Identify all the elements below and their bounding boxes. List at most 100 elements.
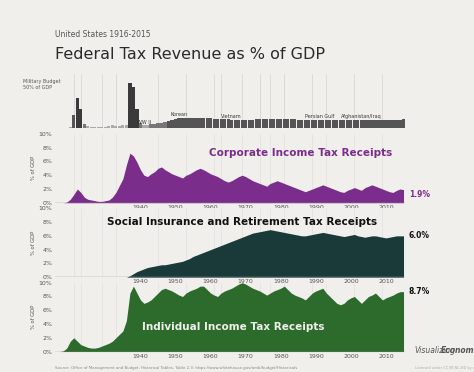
Bar — [206, 118, 209, 128]
Bar — [111, 125, 114, 128]
Bar — [286, 119, 289, 128]
Bar — [293, 119, 296, 128]
Bar — [311, 120, 314, 128]
Bar — [402, 119, 405, 128]
Bar — [374, 120, 377, 128]
Text: Truman: Truman — [158, 134, 170, 148]
Text: 1.9%: 1.9% — [409, 190, 430, 199]
Text: WW II: WW II — [137, 119, 151, 125]
Text: 6.0%: 6.0% — [409, 231, 430, 240]
Bar — [167, 121, 170, 128]
Text: Roosevelt: Roosevelt — [116, 134, 130, 152]
Bar — [195, 118, 198, 128]
Bar — [184, 118, 188, 128]
Bar — [100, 127, 103, 128]
Bar — [153, 124, 156, 128]
Y-axis label: % of GDP: % of GDP — [31, 156, 36, 180]
Bar — [188, 118, 191, 128]
Bar — [300, 120, 303, 128]
Text: Wilson: Wilson — [56, 134, 67, 147]
Bar — [321, 120, 324, 128]
Text: Harding: Harding — [74, 134, 86, 149]
Bar — [370, 120, 374, 128]
Bar — [212, 119, 216, 128]
Text: L. Johnson: L. Johnson — [221, 134, 236, 153]
Text: Hoover: Hoover — [102, 134, 113, 148]
Bar — [181, 118, 184, 128]
Bar — [395, 120, 398, 128]
Bar — [114, 126, 118, 128]
Text: Nixon: Nixon — [242, 134, 252, 145]
Text: Individual Income Tax Receipts: Individual Income Tax Receipts — [142, 323, 325, 333]
Bar — [339, 120, 342, 128]
Bar — [269, 119, 272, 128]
Bar — [191, 118, 195, 128]
Bar — [297, 120, 300, 128]
Bar — [307, 120, 310, 128]
Y-axis label: % of GDP: % of GDP — [31, 305, 36, 329]
Text: Carter: Carter — [270, 134, 281, 146]
Bar — [121, 125, 125, 128]
Bar — [142, 125, 146, 128]
Bar — [367, 120, 370, 128]
Bar — [364, 120, 366, 128]
Bar — [219, 119, 223, 128]
Bar — [171, 120, 173, 128]
Bar — [349, 120, 353, 128]
Text: Economics.com: Economics.com — [441, 346, 474, 355]
Bar — [381, 120, 384, 128]
Text: Clinton: Clinton — [327, 134, 337, 147]
Text: Social Insurance and Retirement Tax Receipts: Social Insurance and Retirement Tax Rece… — [107, 217, 377, 227]
Bar — [146, 125, 149, 128]
Text: Afghanistan/Iraq: Afghanistan/Iraq — [341, 114, 382, 119]
Text: Vietnam: Vietnam — [221, 114, 242, 119]
Bar — [107, 126, 110, 128]
Bar — [69, 127, 72, 128]
Bar — [136, 109, 138, 128]
Bar — [202, 118, 205, 128]
Y-axis label: % of GDP: % of GDP — [31, 231, 36, 255]
Bar — [241, 120, 244, 128]
Bar — [262, 119, 265, 128]
Text: Ford: Ford — [260, 134, 268, 143]
Text: Source: Office of Management and Budget, Historical Tables, Table 2.3: https://w: Source: Office of Management and Budget,… — [55, 366, 297, 370]
Bar — [139, 123, 142, 128]
Bar — [360, 120, 363, 128]
Text: Korean: Korean — [171, 112, 188, 117]
Bar — [272, 119, 275, 128]
Bar — [209, 118, 212, 128]
Text: United States 1916-2015: United States 1916-2015 — [55, 30, 150, 39]
Bar — [244, 120, 247, 128]
Bar — [388, 120, 391, 128]
Bar — [304, 120, 307, 128]
Bar — [237, 120, 240, 128]
Bar — [384, 120, 388, 128]
Bar — [290, 119, 293, 128]
Bar — [93, 127, 96, 128]
Text: Federal Tax Revenue as % of GDP: Federal Tax Revenue as % of GDP — [55, 47, 325, 62]
Bar — [342, 120, 346, 128]
Bar — [328, 120, 331, 128]
Bar — [160, 123, 163, 128]
Text: Kennedy: Kennedy — [214, 134, 227, 150]
Bar — [234, 120, 237, 128]
Bar — [377, 120, 381, 128]
Bar — [335, 120, 338, 128]
Bar — [265, 119, 268, 128]
Bar — [72, 115, 75, 128]
Bar — [392, 120, 394, 128]
Bar — [104, 127, 107, 128]
Bar — [128, 83, 131, 128]
Text: Military Budget
50% of GDP: Military Budget 50% of GDP — [23, 79, 61, 90]
Bar — [332, 120, 335, 128]
Bar — [223, 119, 226, 128]
Text: G.H.W. Bush: G.H.W. Bush — [312, 134, 329, 155]
Bar — [283, 119, 286, 128]
Bar — [314, 120, 318, 128]
Text: Eisenhower: Eisenhower — [186, 134, 202, 154]
Bar — [318, 120, 321, 128]
Bar — [216, 119, 219, 128]
Bar — [247, 120, 251, 128]
Bar — [90, 127, 93, 128]
Bar — [125, 125, 128, 128]
